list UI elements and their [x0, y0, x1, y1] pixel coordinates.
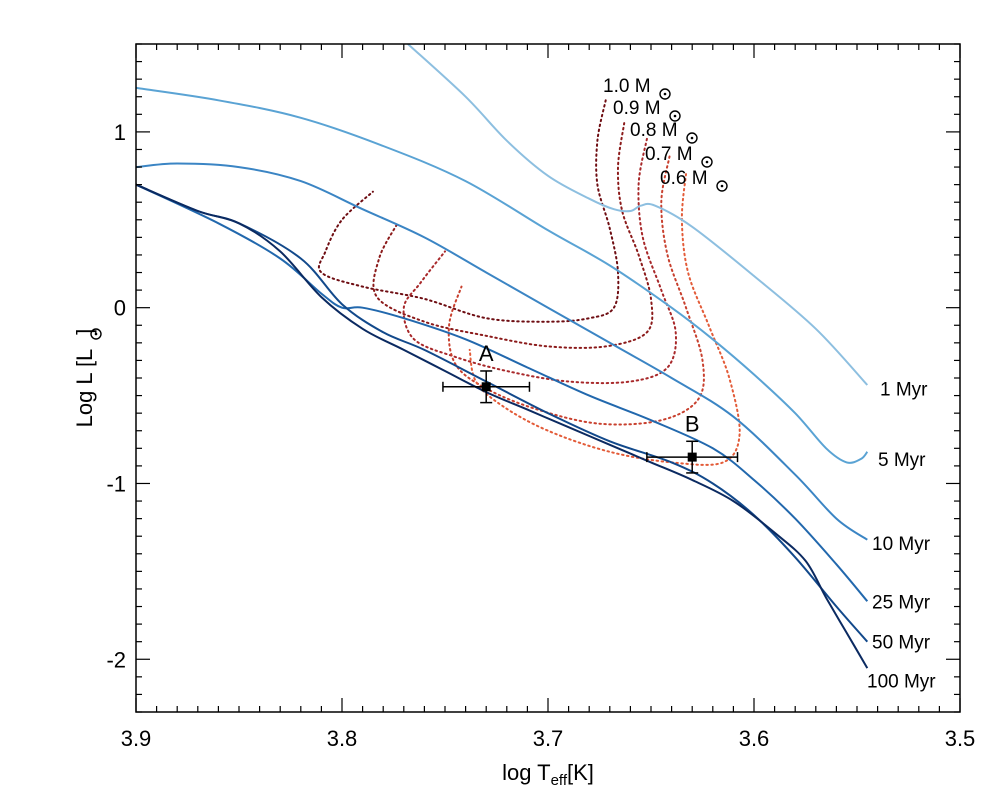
x-axis-label-sub: eff [551, 772, 568, 789]
y-tick-label: -2 [106, 647, 126, 672]
x-axis-label-main: log T [502, 760, 551, 785]
mass-value: 1.0 [603, 76, 635, 97]
mass-unit: M [645, 98, 661, 119]
mass-value: 0.9 [613, 98, 645, 119]
point-label-b: B [685, 411, 700, 436]
mass-unit: M [635, 76, 651, 97]
data-point-b: B [646, 411, 739, 474]
sun-symbol-icon [659, 88, 671, 100]
isochrone-label-50-myr: 50 Myr [872, 633, 931, 654]
axes [135, 43, 961, 713]
isochrone-label-10-myr: 10 Myr [872, 534, 931, 555]
mass-label-1-0: 1.0 M [603, 76, 671, 100]
y-tick-label: 1 [114, 120, 126, 145]
mass-label-0-7: 0.7 M [645, 144, 713, 168]
x-tick-label: 3.8 [327, 726, 358, 751]
y-axis-label-suffix: ] [72, 329, 97, 335]
isochrone-100-myr [136, 183, 869, 669]
isochrones [136, 44, 869, 669]
mass-label-text: 0.6 M [660, 168, 708, 189]
isochrone-label-25-myr: 25 Myr [872, 592, 931, 613]
mass-tracks [317, 99, 741, 466]
sun-symbol-dot [663, 92, 667, 96]
sun-symbol-dot [690, 136, 694, 140]
x-tick-label: 3.6 [739, 726, 770, 751]
mass-track-0-8 [402, 137, 677, 385]
sun-symbol-dot [673, 114, 677, 118]
mass-track-0-9 [372, 122, 654, 349]
y-axis-label-group: Log L [L] [72, 328, 102, 428]
sun-symbol-dot [705, 160, 709, 164]
mass-track-0-6 [468, 173, 741, 466]
sun-symbol-icon [701, 156, 713, 168]
sun-symbol-icon [686, 132, 698, 144]
mass-label-text: 0.9 M [613, 98, 661, 119]
isochrone-label-5-myr: 5 Myr [878, 450, 926, 471]
mass-label-text: 0.7 M [645, 144, 693, 165]
y-tick-label: -1 [106, 471, 126, 496]
mass-label-0-9: 0.9 M [613, 98, 681, 122]
isochrone-label-100-myr: 100 Myr [867, 671, 936, 692]
sun-symbol-dot [94, 332, 98, 336]
y-tick-label: 0 [114, 296, 126, 321]
isochrone-50-myr [136, 183, 869, 643]
x-tick-label: 3.5 [945, 726, 976, 751]
x-tick-label: 3.7 [533, 726, 564, 751]
y-axis-label-main: Log L [L [72, 349, 97, 428]
sun-symbol-icon [669, 110, 681, 122]
isochrone-label-1-myr: 1 Myr [880, 380, 928, 401]
x-axis-label-suffix: [K] [567, 760, 594, 785]
x-tick-label: 3.9 [121, 726, 152, 751]
mass-label-text: 0.8 M [630, 120, 678, 141]
mass-unit: M [692, 168, 708, 189]
mass-label-0-6: 0.6 M [660, 168, 728, 192]
isochrone-25-myr [136, 183, 869, 602]
mass-track-0-7 [447, 155, 705, 426]
point-marker [481, 382, 491, 392]
data-points: AB [442, 341, 739, 474]
mass-value: 0.8 [630, 120, 662, 141]
sun-symbol-icon [90, 328, 102, 340]
mass-unit: M [662, 120, 678, 141]
mass-track-1-0 [317, 99, 620, 323]
mass-label-0-8: 0.8 M [630, 120, 698, 144]
point-marker [687, 452, 697, 462]
mass-value: 0.7 [645, 144, 677, 165]
point-label-a: A [479, 341, 494, 366]
isochrone-5-myr [136, 86, 869, 464]
mass-label-text: 1.0 M [603, 76, 651, 97]
labels: 3.9 3.8 3.7 3.6 3.5 1 0 -1 -2 log Teff[K] Log L [L… [72, 76, 975, 789]
data-point-a: A [442, 341, 531, 404]
mass-value: 0.6 [660, 168, 692, 189]
isochrone-1-myr [407, 44, 869, 386]
x-axis-label: log Teff[K] [502, 760, 594, 789]
sun-symbol-icon [716, 180, 728, 192]
sun-symbol-dot [720, 184, 724, 188]
isochrone-10-myr [136, 162, 868, 541]
mass-unit: M [677, 144, 693, 165]
y-axis-label: Log L [L] [72, 329, 97, 428]
